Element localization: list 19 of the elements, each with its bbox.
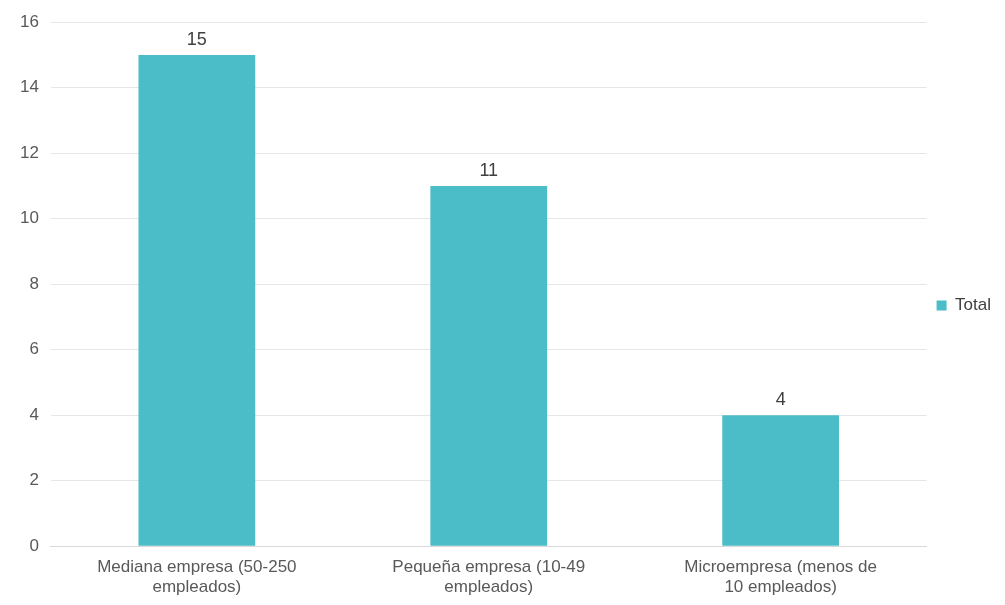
y-tick-label: 8 (29, 273, 39, 293)
x-tick-label: Microempresa (menos de 10 empleados) (684, 557, 878, 597)
data-label: 15 (186, 28, 207, 49)
y-tick-label: 10 (19, 208, 39, 228)
y-tick-label: 2 (29, 470, 39, 490)
x-tick-label: Pequeña empresa (10-49 empleados) (392, 557, 586, 597)
y-tick-label: 0 (29, 535, 39, 555)
legend-label: Total (955, 295, 992, 315)
bar (138, 54, 256, 546)
y-tick-label: 16 (19, 11, 39, 31)
y-tick-label: 14 (19, 77, 39, 97)
data-label: 4 (775, 389, 786, 410)
bar (430, 185, 548, 546)
x-tick-label: Mediana empresa (50-250 empleados) (97, 557, 297, 597)
y-tick-label: 12 (19, 142, 39, 162)
data-label: 11 (479, 159, 499, 180)
y-tick-label: 6 (29, 339, 39, 359)
y-tick-label: 4 (29, 404, 39, 424)
bar (722, 415, 840, 546)
